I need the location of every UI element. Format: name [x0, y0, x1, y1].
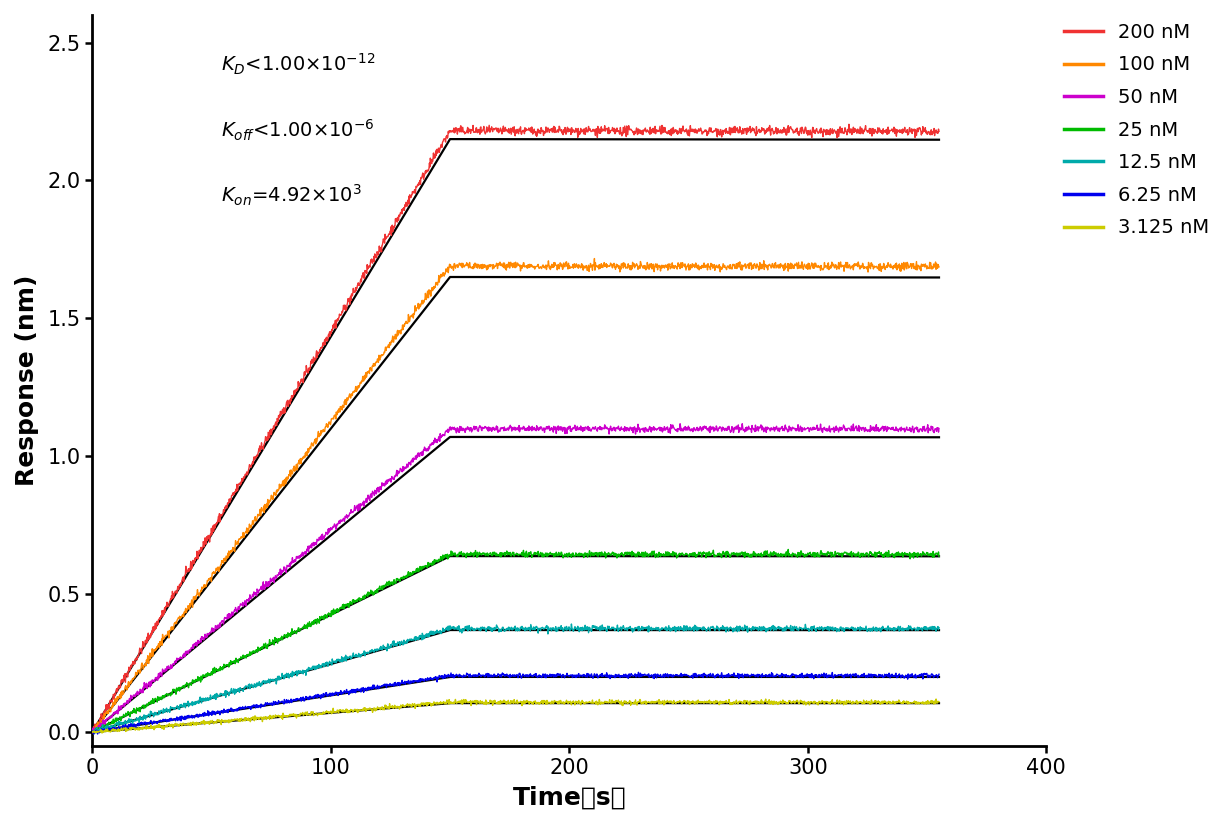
50 nM	[398, 464, 413, 474]
200 nM	[931, 126, 946, 136]
3.125 nM	[541, 697, 556, 707]
12.5 nM	[398, 639, 413, 648]
12.5 nM	[102, 724, 117, 733]
Text: $K_{off}$<1.00×10$^{-6}$: $K_{off}$<1.00×10$^{-6}$	[221, 117, 375, 143]
Y-axis label: Response (nm): Response (nm)	[15, 275, 39, 486]
12.5 nM	[86, 729, 101, 739]
Legend: 200 nM, 100 nM, 50 nM, 25 nM, 12.5 nM, 6.25 nM, 3.125 nM: 200 nM, 100 nM, 50 nM, 25 nM, 12.5 nM, 6…	[1056, 15, 1217, 245]
12.5 nM	[564, 619, 579, 629]
25 nM	[781, 544, 796, 554]
3.125 nM	[102, 726, 117, 736]
12.5 nM	[85, 727, 100, 737]
200 nM	[216, 509, 230, 519]
100 nM	[85, 727, 100, 737]
12.5 nM	[216, 689, 230, 699]
12.5 nM	[541, 622, 556, 632]
100 nM	[541, 256, 556, 266]
6.25 nM	[90, 729, 105, 739]
Line: 3.125 nM: 3.125 nM	[92, 699, 939, 733]
12.5 nM	[931, 623, 946, 633]
100 nM	[398, 318, 413, 328]
6.25 nM	[85, 727, 100, 737]
3.125 nM	[95, 728, 110, 738]
6.25 nM	[830, 670, 845, 680]
100 nM	[931, 262, 946, 272]
25 nM	[102, 719, 117, 728]
50 nM	[734, 419, 749, 429]
3.125 nM	[931, 697, 946, 707]
100 nM	[586, 253, 601, 263]
3.125 nM	[830, 695, 845, 705]
6.25 nM	[541, 671, 556, 681]
50 nM	[85, 727, 100, 737]
Text: $K_D$<1.00×10$^{-12}$: $K_D$<1.00×10$^{-12}$	[221, 51, 376, 77]
3.125 nM	[929, 694, 944, 704]
100 nM	[86, 728, 101, 738]
100 nM	[830, 262, 845, 271]
Line: 12.5 nM: 12.5 nM	[92, 624, 939, 734]
25 nM	[216, 663, 230, 673]
6.25 nM	[102, 724, 117, 734]
25 nM	[85, 727, 100, 737]
200 nM	[312, 347, 326, 357]
200 nM	[541, 123, 556, 133]
Line: 100 nM: 100 nM	[92, 258, 939, 733]
100 nM	[102, 705, 117, 714]
50 nM	[830, 425, 845, 435]
25 nM	[398, 572, 413, 582]
200 nM	[830, 133, 845, 143]
3.125 nM	[398, 701, 413, 711]
50 nM	[102, 711, 117, 721]
3.125 nM	[313, 709, 328, 719]
50 nM	[85, 728, 100, 738]
25 nM	[313, 611, 328, 621]
25 nM	[87, 728, 102, 738]
Line: 50 nM: 50 nM	[92, 424, 939, 733]
X-axis label: Time（s）: Time（s）	[513, 786, 626, 810]
25 nM	[830, 548, 845, 558]
6.25 nM	[313, 691, 328, 701]
Line: 25 nM: 25 nM	[92, 549, 939, 733]
50 nM	[216, 619, 230, 629]
Line: 200 nM: 200 nM	[92, 125, 939, 732]
6.25 nM	[398, 676, 413, 686]
50 nM	[931, 423, 946, 433]
6.25 nM	[216, 706, 230, 716]
6.25 nM	[931, 669, 946, 679]
Text: $K_{on}$=4.92×10$^{3}$: $K_{on}$=4.92×10$^{3}$	[221, 183, 362, 208]
200 nM	[102, 701, 117, 711]
3.125 nM	[85, 727, 100, 737]
100 nM	[313, 430, 328, 440]
200 nM	[397, 205, 411, 215]
200 nM	[85, 727, 100, 737]
12.5 nM	[313, 662, 328, 672]
25 nM	[541, 550, 556, 560]
25 nM	[931, 551, 946, 561]
200 nM	[841, 120, 856, 130]
50 nM	[541, 422, 556, 432]
3.125 nM	[216, 716, 230, 726]
6.25 nM	[631, 667, 646, 677]
Line: 6.25 nM: 6.25 nM	[92, 672, 939, 734]
12.5 nM	[830, 625, 845, 634]
50 nM	[313, 535, 328, 544]
100 nM	[216, 559, 230, 568]
